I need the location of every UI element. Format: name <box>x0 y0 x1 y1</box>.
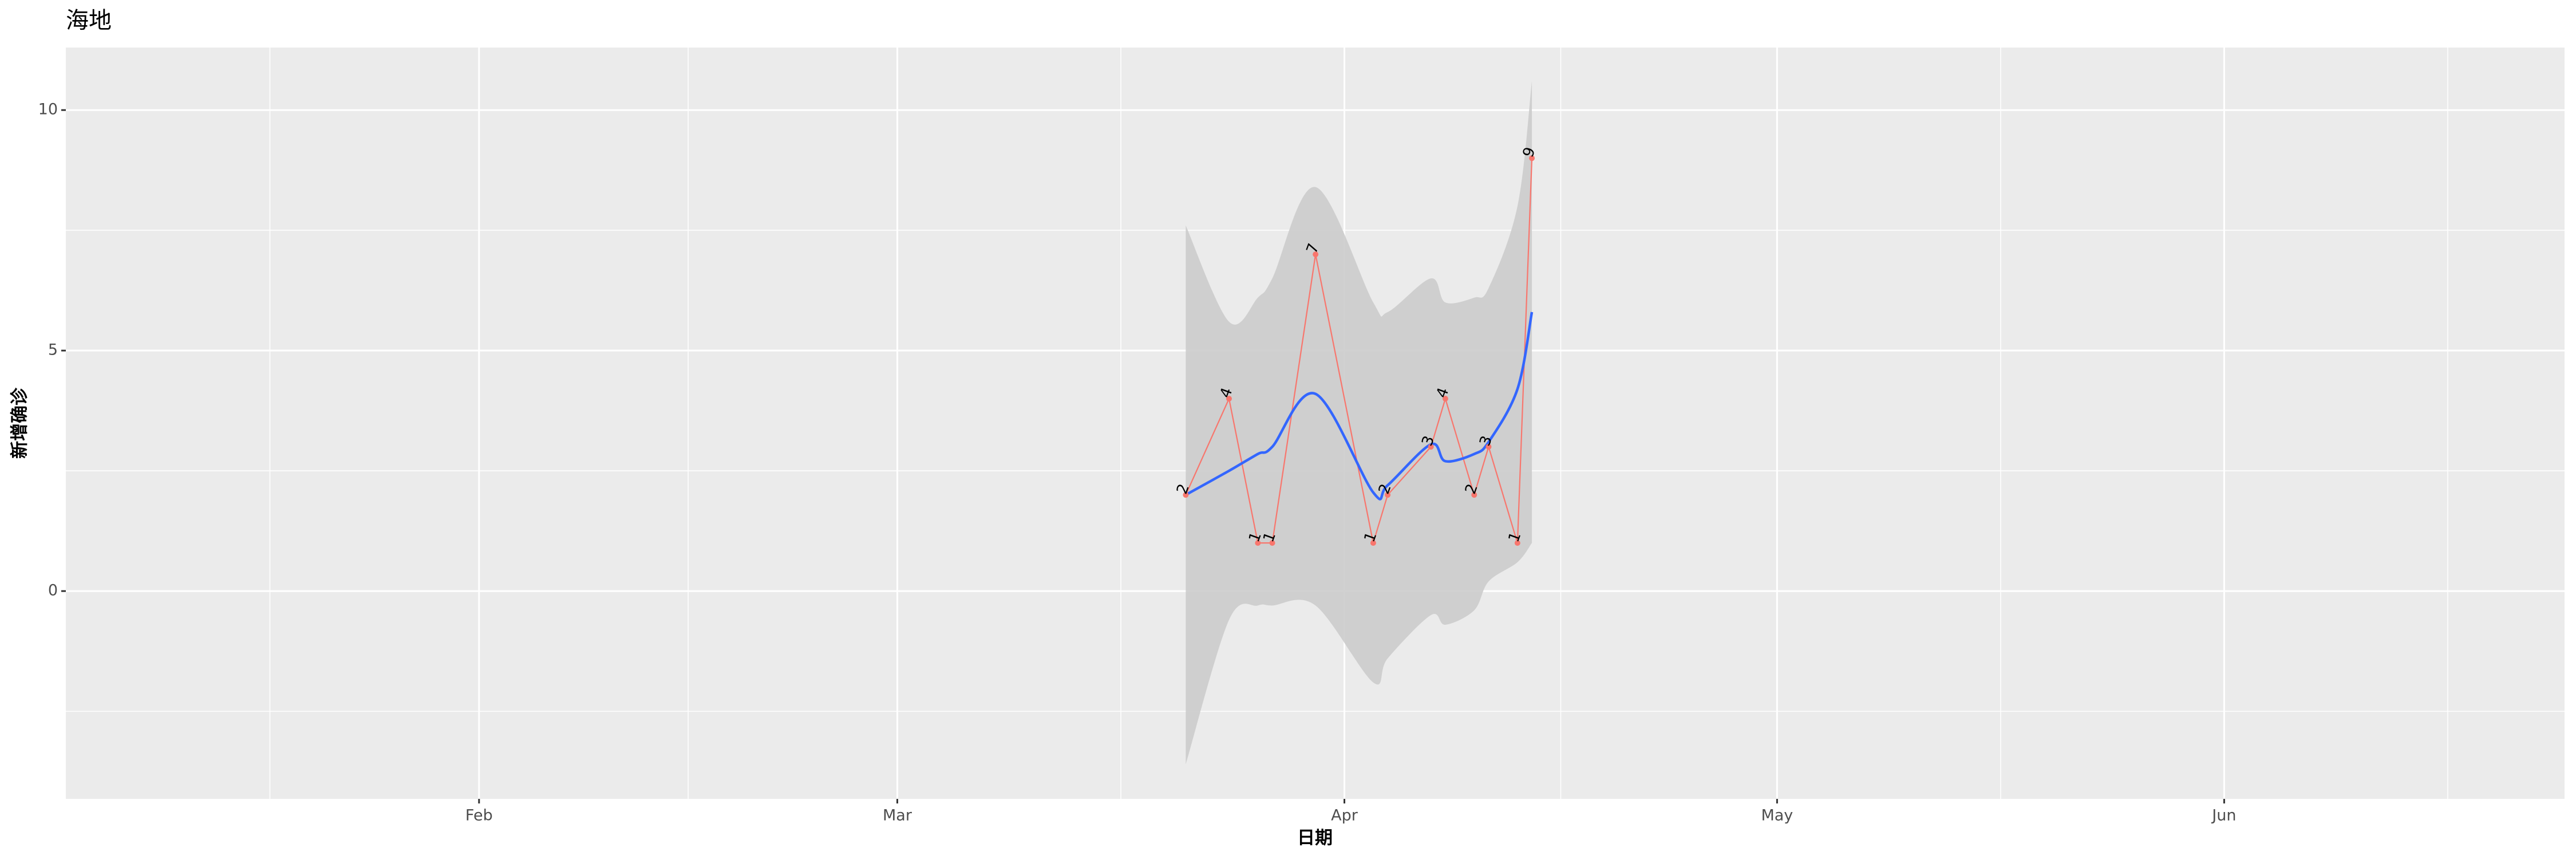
y-tick-label: 10 <box>38 101 58 119</box>
data-point <box>1385 492 1391 498</box>
x-tick-label: May <box>1761 807 1793 825</box>
data-point <box>1183 492 1189 498</box>
data-point <box>1485 444 1492 450</box>
x-tick-label: Feb <box>465 807 493 825</box>
data-point <box>1226 396 1232 402</box>
data-point <box>1428 444 1434 450</box>
y-tick-label: 5 <box>48 341 58 359</box>
data-point <box>1471 492 1477 498</box>
y-tick-label: 0 <box>48 582 58 600</box>
chart-title: 海地 <box>66 7 112 34</box>
data-point <box>1442 396 1448 402</box>
x-tick-label: Jun <box>2211 807 2236 825</box>
data-point <box>1529 155 1535 161</box>
x-axis-title: 日期 <box>1297 828 1333 849</box>
data-point <box>1370 540 1376 546</box>
data-point <box>1514 540 1520 546</box>
x-tick-label: Apr <box>1331 807 1358 825</box>
data-point <box>1313 251 1319 258</box>
x-tick-label: Mar <box>883 807 912 825</box>
y-axis-title: 新增确诊 <box>10 387 30 459</box>
data-point <box>1269 540 1275 546</box>
confidence-band <box>1186 81 1532 765</box>
data-point <box>1255 540 1261 546</box>
smooth-line <box>1185 312 1534 501</box>
